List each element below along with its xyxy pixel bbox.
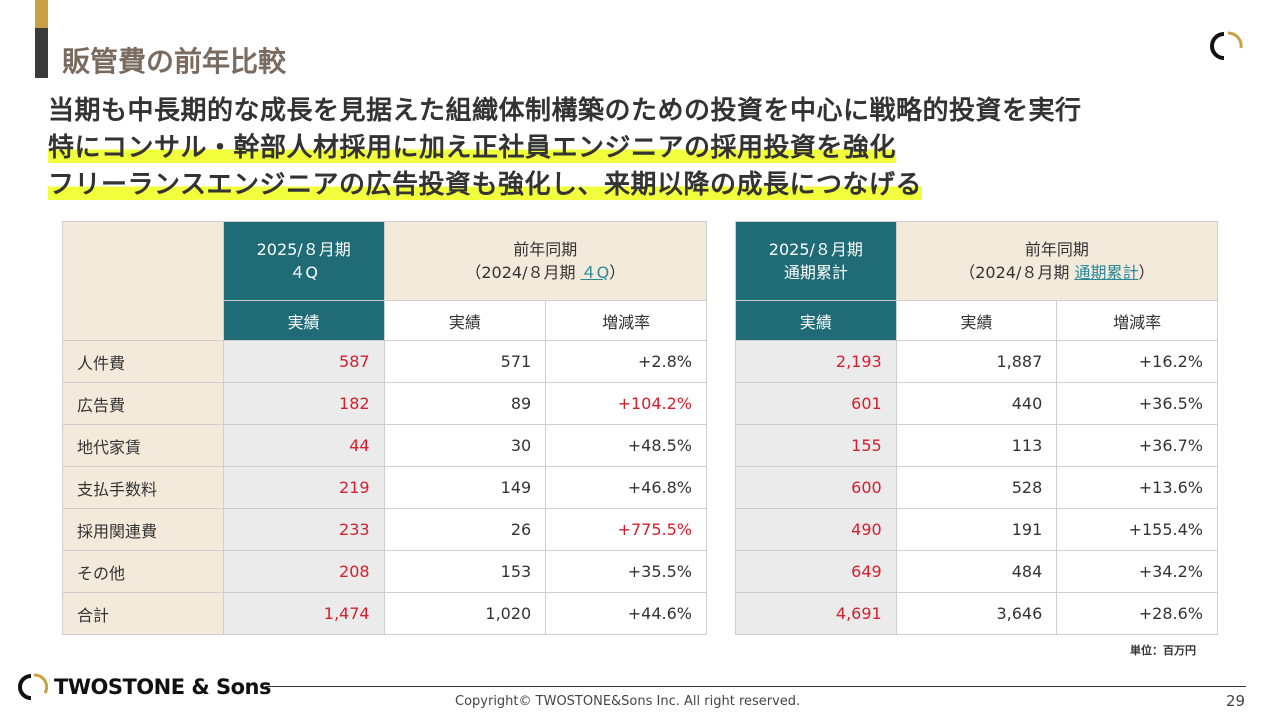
table-row: 601 440 +36.5% [735, 382, 1218, 425]
title-accent-bar-dark [35, 28, 48, 78]
current-value: 649 [735, 550, 897, 593]
brand-logo-icon [18, 673, 48, 700]
change-rate: +155.4% [1056, 508, 1218, 551]
change-rate: +44.6% [545, 592, 707, 635]
current-value: 219 [222, 466, 385, 509]
col-header-prior: 実績 [895, 300, 1058, 341]
change-rate: +2.8% [545, 340, 707, 383]
page-title: 販管費の前年比較 [62, 45, 287, 78]
lead-line-1: 当期も中長期的な成長を見据えた組織体制構築のための投資を中心に戦略的投資を実行 [48, 96, 1082, 126]
table-row: 155 113 +36.7% [735, 424, 1218, 467]
change-rate: +34.2% [1056, 550, 1218, 593]
current-value: 587 [222, 340, 385, 383]
row-label: 地代家賃 [62, 424, 224, 467]
table-row: 4,691 3,646 +28.6% [735, 592, 1218, 635]
change-rate: +48.5% [545, 424, 707, 467]
lead-text: 当期も中長期的な成長を見据えた組織体制構築のための投資を中心に戦略的投資を実行 … [48, 93, 1082, 204]
table-row: 支払手数料 219 149 +46.8% [62, 466, 707, 509]
lead-line-2: 特にコンサル・幹部人材採用に加え正社員エンジニアの採用投資を強化 [48, 133, 897, 163]
prior-value: 26 [383, 508, 547, 551]
table-row: 広告費 182 89 +104.2% [62, 382, 707, 425]
quarter-table: 2025/８月期 ４Q 前年同期 （2024/８月期 ４Q） 実績 実績 増減率 人… [62, 221, 708, 635]
current-value: 490 [735, 508, 897, 551]
col-header-current: 実績 [735, 300, 897, 341]
brand-name: TWOSTONE & Sons [54, 675, 272, 699]
current-value: 600 [735, 466, 897, 509]
change-rate: +36.7% [1056, 424, 1218, 467]
row-label: 広告費 [62, 382, 224, 425]
current-value: 1,474 [222, 592, 385, 635]
current-period-header: 2025/８月期 通期累計 [735, 221, 897, 301]
col-header-change: 増減率 [1056, 300, 1218, 341]
current-value: 155 [735, 424, 897, 467]
current-value: 208 [222, 550, 385, 593]
row-label: 支払手数料 [62, 466, 224, 509]
table-row: 600 528 +13.6% [735, 466, 1218, 509]
prior-value: 191 [895, 508, 1058, 551]
prior-value: 571 [383, 340, 547, 383]
table-row: 649 484 +34.2% [735, 550, 1218, 593]
change-rate: +13.6% [1056, 466, 1218, 509]
table-row: 合計 1,474 1,020 +44.6% [62, 592, 707, 635]
lead-line-3: フリーランスエンジニアの広告投資も強化し、来期以降の成長につなげる [48, 170, 922, 200]
title-accent-bar [35, 0, 48, 28]
change-rate: +28.6% [1056, 592, 1218, 635]
col-header-change: 増減率 [545, 300, 707, 341]
current-value: 44 [222, 424, 385, 467]
current-value: 182 [222, 382, 385, 425]
prior-value: 89 [383, 382, 547, 425]
table-row: 2,193 1,887 +16.2% [735, 340, 1218, 383]
change-rate: +46.8% [545, 466, 707, 509]
change-rate: +16.2% [1056, 340, 1218, 383]
prior-value: 113 [895, 424, 1058, 467]
current-value: 2,193 [735, 340, 897, 383]
copyright: Copyright© TWOSTONE&Sons Inc. All right … [455, 694, 801, 709]
row-label: 人件費 [62, 340, 224, 383]
prior-value: 153 [383, 550, 547, 593]
change-rate: +104.2% [545, 382, 707, 425]
current-value: 601 [735, 382, 897, 425]
prior-value: 1,887 [895, 340, 1058, 383]
prior-value: 149 [383, 466, 547, 509]
col-header-current: 実績 [222, 300, 385, 341]
table-row: 地代家賃 44 30 +48.5% [62, 424, 707, 467]
table-row: 人件費 587 571 +2.8% [62, 340, 707, 383]
prior-period-header: 前年同期 （2024/８月期 ４Q） [383, 221, 708, 301]
change-rate: +36.5% [1056, 382, 1218, 425]
table-row: 490 191 +155.4% [735, 508, 1218, 551]
col-header-prior: 実績 [383, 300, 547, 341]
current-period-header: 2025/８月期 ４Q [222, 221, 385, 301]
unit-note: 単位：百万円 [1130, 644, 1196, 657]
full-year-table: 2025/８月期 通期累計 前年同期 （2024/８月期 通期累計） 実績 実績 増… [735, 221, 1219, 635]
prior-value: 30 [383, 424, 547, 467]
prior-period-header: 前年同期 （2024/８月期 通期累計） [895, 221, 1219, 301]
table-row: 採用関連費 233 26 +775.5% [62, 508, 707, 551]
current-value: 233 [222, 508, 385, 551]
prior-value: 3,646 [895, 592, 1058, 635]
row-label: その他 [62, 550, 224, 593]
row-label: 採用関連費 [62, 508, 224, 551]
page-number: 29 [1226, 692, 1246, 710]
current-value: 4,691 [735, 592, 897, 635]
prior-value: 440 [895, 382, 1058, 425]
prior-value: 528 [895, 466, 1058, 509]
footer-brand-logo: TWOSTONE & Sons [18, 673, 272, 701]
row-label: 合計 [62, 592, 224, 635]
prior-value: 1,020 [383, 592, 547, 635]
footer-divider [265, 686, 1246, 687]
change-rate: +35.5% [545, 550, 707, 593]
corner-cell [62, 221, 224, 341]
change-rate: +775.5% [545, 508, 707, 551]
brand-logo-icon [1210, 31, 1243, 60]
table-row: その他 208 153 +35.5% [62, 550, 707, 593]
prior-value: 484 [895, 550, 1058, 593]
